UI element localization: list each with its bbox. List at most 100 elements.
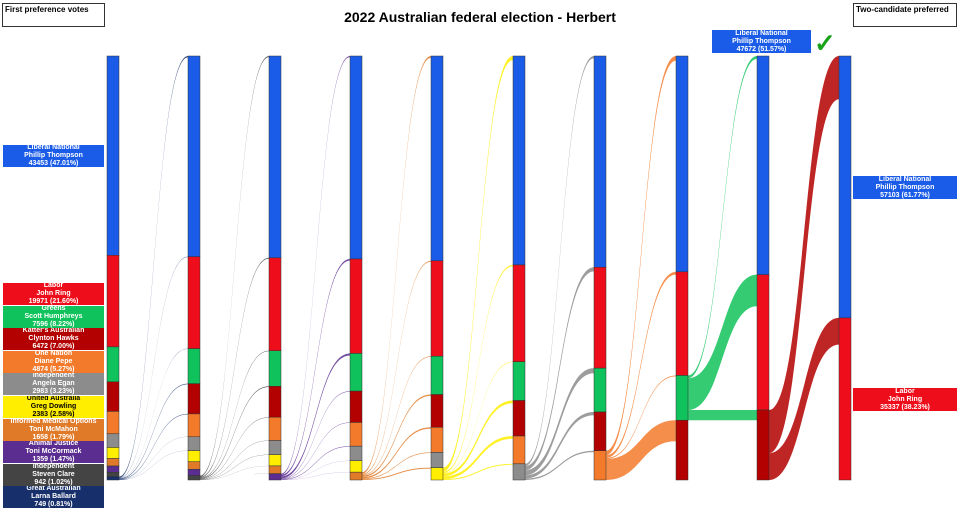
vote-bar [106, 471, 120, 477]
label-line: Steven Clare [32, 470, 75, 478]
tcp-label: Liberal National Phillip Thompson 57103 (6… [853, 176, 957, 199]
preference-flow [119, 413, 188, 480]
label-line: 942 (1.02%) [34, 478, 73, 486]
preference-flow [443, 264, 513, 474]
preference-flow [119, 461, 188, 480]
preference-flow [200, 473, 269, 480]
label-line: Liberal National [27, 145, 80, 151]
label-line: 1658 (1.79%) [32, 433, 75, 441]
preference-flow [281, 460, 350, 480]
preference-flow [525, 56, 594, 467]
vote-bar [106, 476, 120, 481]
vote-bar [349, 445, 363, 461]
preference-flow [119, 450, 188, 480]
vote-bar [756, 409, 770, 481]
candidate-label: Independent Steven Clare 942 (1.02%) [3, 463, 104, 486]
preference-flow [688, 56, 757, 379]
vote-bar [268, 454, 282, 467]
label-line: 35337 (38.23%) [880, 403, 930, 411]
vote-bar [349, 258, 363, 354]
preference-flow [525, 368, 594, 476]
vote-bar [512, 400, 526, 437]
vote-bar [106, 447, 120, 459]
preference-flow [443, 463, 513, 480]
candidate-label: Liberal National Phillip Thompson 43453 (4… [3, 145, 104, 167]
candidate-label: Independent Angela Egan 2983 (3.23%) [3, 373, 104, 396]
vote-bar [349, 55, 363, 260]
preference-flow [606, 271, 676, 459]
vote-bar [593, 55, 607, 268]
vote-bar [187, 55, 201, 257]
preference-flow [200, 440, 269, 480]
check-mark-icon: ✓ [814, 28, 836, 58]
candidate-label: Katter's Australian Clynton Hawks 6472 (7.… [3, 328, 104, 351]
vote-bar [268, 440, 282, 455]
preference-flow [525, 411, 594, 479]
preference-flow [119, 348, 188, 479]
preference-flow [362, 467, 431, 480]
vote-bar [756, 55, 770, 275]
vote-bar [349, 422, 363, 447]
preference-flow [443, 56, 513, 472]
vote-bar [187, 450, 201, 462]
preference-flow [362, 427, 431, 479]
label-line: 4874 (5.27%) [32, 365, 75, 373]
vote-bar [106, 411, 120, 435]
vote-bar [106, 465, 120, 473]
preference-flow [769, 317, 839, 480]
vote-bar [187, 256, 201, 349]
vote-bar [838, 55, 852, 319]
vote-bar [268, 416, 282, 441]
label-line: Diane Pepe [34, 357, 73, 365]
vote-bar [593, 367, 607, 413]
preference-flow [200, 350, 269, 479]
label-line: Angela Egan [32, 380, 75, 388]
label-line: Independent [32, 373, 75, 380]
label-line: One Nation [34, 350, 73, 357]
vote-bar [838, 317, 852, 481]
vote-bar [512, 435, 526, 465]
label-line: 2383 (2.58%) [32, 411, 75, 418]
vote-bar [675, 271, 689, 376]
label-line: 19971 (21.60%) [28, 298, 79, 305]
preference-flow [200, 56, 269, 477]
preference-flow [200, 386, 269, 479]
label-line: Phillip Thompson [875, 183, 935, 191]
label-line: Greens [41, 305, 66, 312]
preference-flow [362, 394, 431, 477]
label-line: Animal Justice [28, 441, 79, 448]
vote-bar [349, 471, 363, 481]
vote-bar [593, 266, 607, 369]
vote-bar [675, 55, 689, 273]
label-line: 2983 (3.23%) [32, 388, 75, 396]
vote-bar [430, 452, 444, 468]
label-line: 749 (0.81%) [34, 501, 73, 509]
label-line: Greg Dowling [30, 403, 77, 410]
label-line: 57103 (61.77%) [880, 191, 930, 199]
preference-flow [119, 383, 188, 480]
vote-bar [349, 353, 363, 392]
vote-bar [430, 260, 444, 357]
preference-flow [281, 391, 350, 479]
preference-flow [119, 436, 188, 480]
vote-bar [430, 427, 444, 453]
vote-bar [187, 461, 201, 470]
preference-flow [443, 361, 513, 474]
label-line: 47672 (51.57%) [736, 45, 787, 53]
first-preference-box: First preference votes [2, 3, 105, 27]
winner-label: Liberal National Phillip Thompson 47672 (5… [712, 30, 811, 53]
preference-flow [119, 56, 188, 478]
vote-bar [593, 411, 607, 451]
vote-bar [430, 394, 444, 428]
preference-flow [443, 400, 513, 477]
vote-bar [430, 55, 444, 262]
label-line: Informed Medical Options [10, 418, 97, 425]
preference-flow [606, 375, 676, 459]
preference-flow [281, 422, 350, 480]
label-line: John Ring [887, 395, 923, 403]
label-line: Larna Ballard [31, 493, 76, 501]
preference-flow [281, 353, 350, 479]
preference-flow [362, 452, 431, 480]
label-line: 1359 (1.47%) [32, 456, 75, 464]
